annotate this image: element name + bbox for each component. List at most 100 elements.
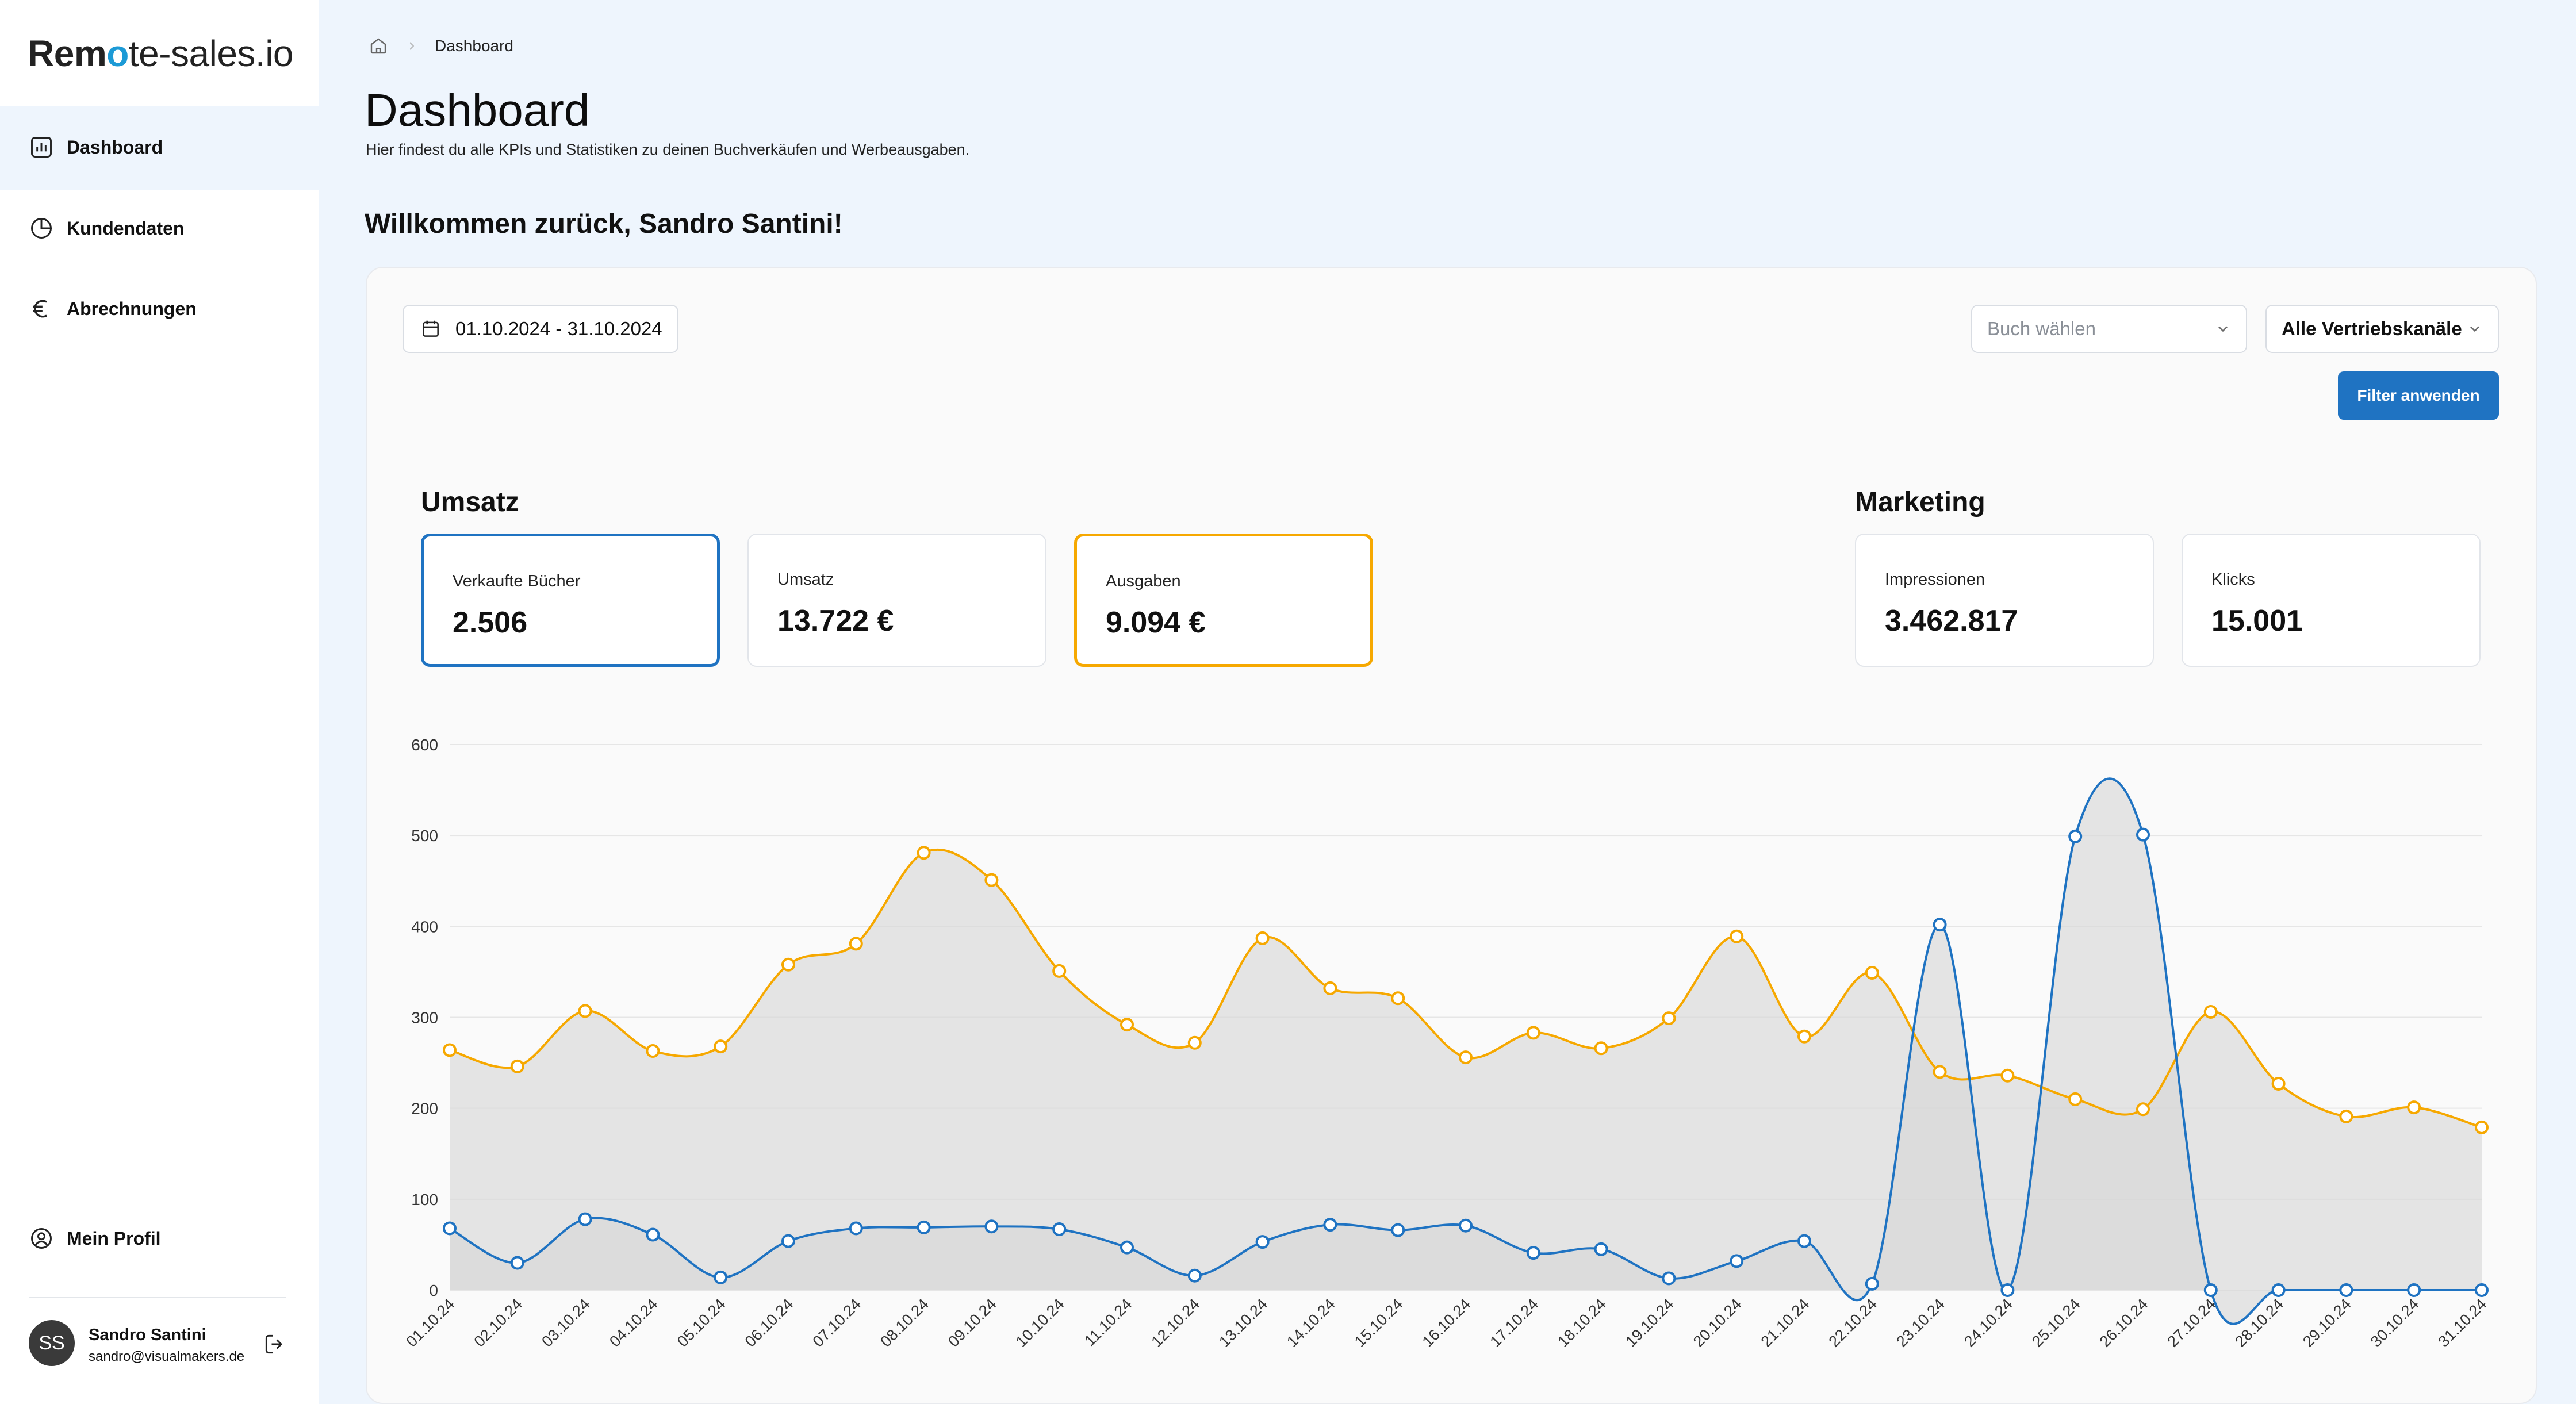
data-point: [578, 1004, 592, 1018]
kpi-klicks[interactable]: Klicks 15.001: [2182, 534, 2481, 667]
x-tick-label: 22.10.24: [1826, 1295, 1881, 1351]
data-point: [443, 1043, 457, 1057]
app-logo[interactable]: Remote-sales.io: [28, 33, 294, 74]
data-point: [2000, 1283, 2015, 1297]
y-tick-label: 200: [411, 1100, 438, 1118]
y-tick-label: 100: [411, 1191, 438, 1209]
data-point: [578, 1212, 592, 1226]
x-tick-label: 03.10.24: [538, 1295, 593, 1351]
chart-areas: [450, 778, 2482, 1324]
y-tick-label: 400: [411, 918, 438, 935]
kpi-ausgaben[interactable]: Ausgaben 9.094 €: [1074, 534, 1373, 667]
data-point: [2407, 1100, 2421, 1115]
sidebar-item-abrechnungen[interactable]: Abrechnungen: [29, 296, 197, 321]
x-tick-label: 04.10.24: [606, 1295, 661, 1351]
x-tick-label: 30.10.24: [2367, 1295, 2422, 1351]
pie-chart-icon: [31, 218, 52, 239]
sidebar-item-kundendaten[interactable]: Kundendaten: [29, 216, 184, 241]
data-point: [1391, 991, 1405, 1006]
x-tick-label: 18.10.24: [1554, 1295, 1609, 1351]
x-tick-label: 25.10.24: [2029, 1295, 2084, 1351]
data-point: [1797, 1029, 1811, 1044]
data-point: [646, 1044, 660, 1058]
kpi-label: Impressionen: [1885, 570, 1985, 589]
euro-icon: [33, 300, 47, 318]
data-point: [1323, 1218, 1337, 1232]
chevron-down-icon: [2470, 326, 2479, 332]
data-point: [2407, 1283, 2421, 1297]
data-point: [2068, 1092, 2083, 1106]
kpi-label: Verkaufte Bücher: [453, 572, 581, 590]
x-tick-label: 07.10.24: [810, 1295, 865, 1351]
data-point: [1255, 1235, 1270, 1249]
data-point: [1594, 1041, 1608, 1056]
channel-select[interactable]: Alle Vertriebskanäle: [2266, 305, 2499, 353]
data-point: [1730, 929, 1744, 943]
book-select[interactable]: Buch wählen: [1971, 305, 2247, 353]
data-point: [984, 873, 999, 887]
data-point: [2203, 1283, 2218, 1297]
data-point: [714, 1270, 728, 1284]
user-name: Sandro Santini: [89, 1326, 206, 1344]
home-icon[interactable]: [368, 36, 389, 56]
x-tick-label: 27.10.24: [2164, 1295, 2220, 1351]
data-point: [1255, 931, 1270, 945]
data-point: [984, 1219, 999, 1234]
user-email: sandro@visualmakers.de: [89, 1349, 245, 1364]
kpi-value: 2.506: [453, 606, 528, 639]
breadcrumb-current: Dashboard: [435, 37, 513, 55]
data-point: [1662, 1271, 1676, 1286]
data-point: [1120, 1240, 1134, 1255]
kpi-value: 9.094 €: [1106, 606, 1206, 639]
data-point: [1052, 964, 1067, 978]
chevron-down-icon: [2218, 326, 2228, 332]
data-point: [443, 1221, 457, 1236]
data-point: [1526, 1246, 1540, 1260]
series-area: [450, 778, 2482, 1324]
data-point: [1187, 1035, 1202, 1050]
x-tick-label: 08.10.24: [877, 1295, 932, 1351]
data-point: [2339, 1283, 2353, 1297]
y-tick-label: 0: [429, 1282, 438, 1299]
y-tick-label: 600: [411, 736, 438, 754]
kpi-verkaufte-buecher[interactable]: Verkaufte Bücher 2.506: [421, 534, 720, 667]
logout-icon[interactable]: [262, 1332, 288, 1357]
data-point: [1797, 1234, 1811, 1248]
data-point: [1662, 1011, 1676, 1026]
sidebar-item-dashboard[interactable]: Dashboard: [29, 135, 163, 160]
avatar: SS: [29, 1320, 75, 1366]
data-point: [510, 1256, 524, 1270]
kpi-value: 15.001: [2211, 604, 2303, 638]
sales-chart: 0 100 200 300 400 500 600 01.10.24 02.10.24 03.1…: [403, 736, 2490, 1351]
page-subtitle: Hier findest du alle KPIs und Statistike…: [366, 141, 970, 158]
x-tick-label: 14.10.24: [1283, 1295, 1339, 1351]
sidebar-item-label: Abrechnungen: [67, 298, 197, 319]
kpi-umsatz[interactable]: Umsatz 13.722 €: [747, 534, 1046, 667]
apply-filter-button[interactable]: Filter anwenden: [2338, 371, 2499, 420]
kpi-label: Umsatz: [777, 570, 834, 589]
data-point: [2203, 1005, 2218, 1019]
data-point: [1459, 1218, 1473, 1233]
chart-points: [443, 827, 2489, 1297]
sidebar-item-profile[interactable]: Mein Profil: [29, 1226, 161, 1251]
kpi-label: Ausgaben: [1106, 572, 1181, 590]
x-tick-label: 29.10.24: [2299, 1295, 2355, 1351]
data-point: [2136, 827, 2150, 842]
kpi-value: 13.722 €: [777, 604, 894, 638]
x-tick-label: 21.10.24: [1758, 1295, 1813, 1351]
data-point: [2339, 1109, 2353, 1123]
x-tick-label: 01.10.24: [403, 1295, 458, 1351]
calendar-icon: [423, 320, 439, 337]
x-tick-label: 23.10.24: [1893, 1295, 1948, 1351]
kpi-impressionen[interactable]: Impressionen 3.462.817: [1855, 534, 2154, 667]
data-point: [714, 1039, 728, 1054]
kpi-label: Klicks: [2211, 570, 2255, 589]
data-point: [917, 1220, 931, 1234]
marketing-title: Marketing: [1855, 487, 1985, 517]
active-nav-highlight: [0, 106, 319, 190]
y-tick-label: 500: [411, 827, 438, 845]
data-point: [1323, 981, 1337, 995]
sidebar: Remote-sales.io Dashboard Kundendaten Ab…: [0, 0, 319, 1404]
data-point: [2271, 1076, 2286, 1091]
date-range-picker[interactable]: 01.10.2024 - 31.10.2024: [402, 305, 678, 353]
